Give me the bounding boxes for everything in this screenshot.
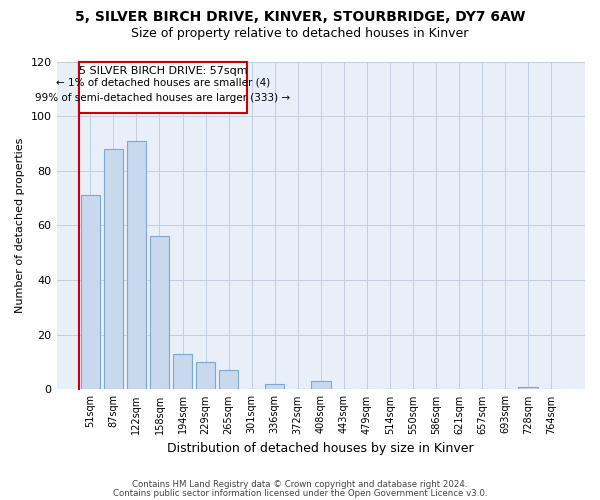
Y-axis label: Number of detached properties: Number of detached properties bbox=[15, 138, 25, 313]
Bar bbox=[149, 236, 169, 390]
X-axis label: Distribution of detached houses by size in Kinver: Distribution of detached houses by size … bbox=[167, 442, 474, 455]
Bar bbox=[219, 370, 238, 390]
Text: ← 1% of detached houses are smaller (4): ← 1% of detached houses are smaller (4) bbox=[56, 78, 270, 88]
Bar bbox=[104, 149, 123, 390]
Text: Size of property relative to detached houses in Kinver: Size of property relative to detached ho… bbox=[131, 28, 469, 40]
Text: Contains public sector information licensed under the Open Government Licence v3: Contains public sector information licen… bbox=[113, 488, 487, 498]
Bar bbox=[127, 140, 146, 390]
Text: Contains HM Land Registry data © Crown copyright and database right 2024.: Contains HM Land Registry data © Crown c… bbox=[132, 480, 468, 489]
Bar bbox=[80, 196, 100, 390]
Text: 5 SILVER BIRCH DRIVE: 57sqm: 5 SILVER BIRCH DRIVE: 57sqm bbox=[79, 66, 247, 76]
Text: 99% of semi-detached houses are larger (333) →: 99% of semi-detached houses are larger (… bbox=[35, 93, 290, 103]
Bar bbox=[311, 381, 331, 390]
Bar bbox=[196, 362, 215, 390]
Bar bbox=[173, 354, 193, 390]
Bar bbox=[265, 384, 284, 390]
FancyBboxPatch shape bbox=[79, 62, 247, 114]
Bar bbox=[518, 386, 538, 390]
Text: 5, SILVER BIRCH DRIVE, KINVER, STOURBRIDGE, DY7 6AW: 5, SILVER BIRCH DRIVE, KINVER, STOURBRID… bbox=[75, 10, 525, 24]
